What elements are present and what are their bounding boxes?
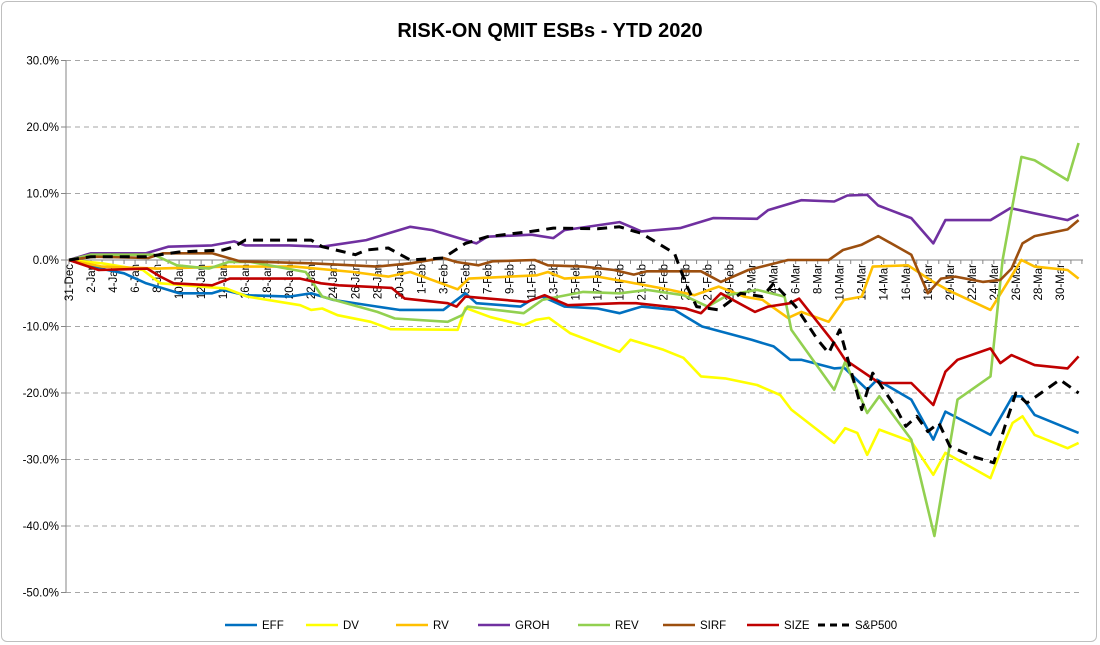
chart-title: RISK-ON QMIT ESBs - YTD 2020 [397, 20, 702, 42]
x-tick-label: 12-Mar [857, 264, 869, 301]
series-line-size [68, 258, 1080, 407]
series-line-rev [68, 142, 1080, 538]
x-tick-label: 22-Mar [967, 264, 979, 301]
x-tick-label: 14-Mar [879, 264, 891, 301]
x-tick-label: 5-Feb [460, 264, 472, 294]
series-line-sirf [68, 219, 1080, 295]
legend-label: RV [433, 620, 449, 632]
y-tick-label: -40.0% [23, 521, 59, 533]
x-tick-label: 10-Jan [174, 264, 186, 299]
x-tick-label: 28-Mar [1033, 264, 1045, 301]
x-tick-label: 26-Jan [350, 264, 362, 299]
x-tick-label: 20-Jan [284, 264, 296, 299]
series-line-dv [68, 258, 1080, 480]
y-tick-label: -10.0% [23, 322, 59, 334]
series-line-eff [68, 258, 1080, 441]
y-tick-label: -50.0% [23, 588, 59, 600]
x-tick-label: 24-Jan [328, 264, 340, 299]
legend-label: EFF [262, 620, 284, 632]
x-tick-label: 2-Mar [747, 264, 759, 294]
x-tick-label: 3-Feb [438, 264, 450, 294]
x-tick-label: 1-Feb [416, 264, 428, 294]
y-axis: 30.0% 20.0% 10.0% 0.0% -10.0% -20.0% -30.0% -40… [23, 56, 67, 600]
x-tick-label: 9-Feb [504, 264, 516, 294]
series-line-sp500 [68, 225, 1080, 465]
x-tick-label: 13-Feb [548, 264, 560, 300]
x-tick-label: 7-Feb [482, 264, 494, 294]
x-tick-label: 2-Jan [86, 264, 98, 293]
legend-label: S&P500 [855, 620, 897, 632]
x-tick-label: 24-Mar [989, 264, 1001, 301]
x-tick-label: 8-Mar [813, 264, 825, 294]
series-line-rv [68, 258, 1080, 324]
legend: EFF DV RV GROH REV SIRF SIZE S&P500 [225, 620, 897, 632]
series-line-groh [68, 193, 1080, 262]
legend-label: SIRF [700, 620, 726, 632]
x-tick-label: 16-Mar [901, 264, 913, 301]
legend-label: DV [343, 620, 359, 632]
x-tick-label: 23-Feb [659, 264, 671, 300]
gridlines [66, 60, 1083, 593]
legend-label: REV [615, 620, 639, 632]
series-lines [68, 142, 1080, 538]
y-tick-label: -30.0% [23, 455, 59, 467]
x-tick-label: 16-Jan [240, 264, 252, 299]
x-tick-label: 18-Jan [262, 264, 274, 299]
x-tick-label: 31-Dec [64, 264, 76, 301]
x-tick-label: 12-Jan [196, 264, 208, 299]
y-tick-label: 30.0% [26, 56, 59, 68]
x-tick-label: 11-Feb [526, 264, 538, 300]
y-tick-label: 10.0% [26, 189, 59, 201]
y-tick-label: 20.0% [26, 122, 59, 134]
x-tick-label: 28-Jan [372, 264, 384, 299]
y-tick-label: 0.0% [33, 255, 59, 267]
legend-label: GROH [515, 620, 550, 632]
x-tick-label: 10-Mar [835, 264, 847, 301]
x-tick-label: 6-Mar [791, 264, 803, 294]
legend-label: SIZE [784, 620, 810, 632]
x-tick-label: 20-Mar [945, 264, 957, 301]
x-tick-label: 27-Feb [703, 264, 715, 300]
y-tick-label: -20.0% [23, 388, 59, 400]
x-tick-label: 30-Mar [1055, 264, 1067, 301]
x-tick-label: 21-Feb [637, 264, 649, 300]
